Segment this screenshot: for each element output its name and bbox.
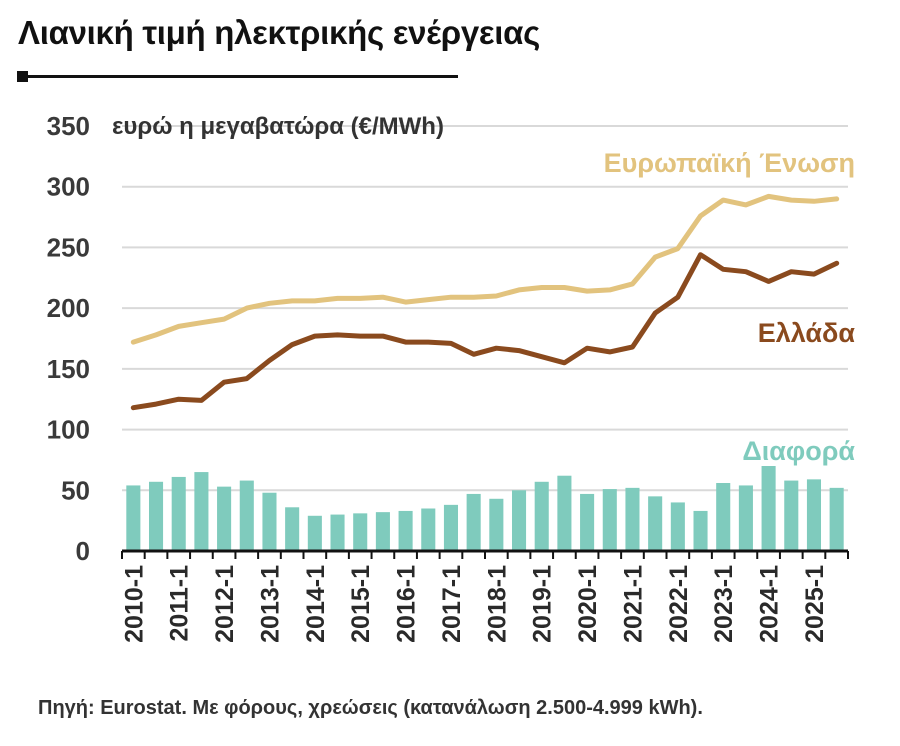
bar-difference <box>625 487 640 551</box>
bar-difference <box>307 515 322 551</box>
bar-difference <box>126 485 141 551</box>
bar-difference <box>580 493 595 551</box>
line-eu <box>130 193 840 345</box>
bar-difference <box>330 514 345 551</box>
bar-difference <box>784 480 799 551</box>
x-axis-ticks: 2010-1 2011-1 2012-1 2013-1 2014-1 2015-1 2016… <box>120 565 829 643</box>
bar-difference <box>262 492 277 551</box>
x-tick-label: 2023-1 <box>710 565 738 643</box>
y-tick-label: 300 <box>47 172 90 202</box>
y-tick-label: 0 <box>76 536 90 566</box>
gridlines <box>122 125 848 492</box>
y-tick-label: 200 <box>47 293 90 323</box>
x-tick-label: 2011-1 <box>166 565 194 642</box>
x-tick-label: 2018-1 <box>483 565 511 643</box>
y-tick-label: 250 <box>47 232 90 262</box>
series-label-eu: Ευρωπαϊκή Ένωση <box>604 148 855 178</box>
bar-difference <box>285 507 300 551</box>
bar-difference <box>557 475 572 551</box>
y-axis-label: ευρώ η μεγαβατώρα (€/MWh) <box>112 113 444 140</box>
x-tick-label: 2020-1 <box>574 565 602 643</box>
series-label-difference: Διαφορά <box>742 436 855 466</box>
bar-difference <box>421 508 436 551</box>
bar-difference <box>443 504 459 551</box>
x-tick-label: 2015-1 <box>347 565 375 643</box>
bar-difference <box>738 485 753 551</box>
x-tick-label: 2022-1 <box>665 565 693 643</box>
x-axis <box>121 549 849 559</box>
bar-difference <box>353 513 368 551</box>
bar-difference <box>171 476 186 551</box>
line-greece <box>130 252 840 411</box>
y-axis-ticks: 0 50 100 150 200 250 300 350 <box>47 111 90 566</box>
bar-difference <box>602 489 617 551</box>
page-title: Λιανική τιμή ηλεκτρικής ενέργειας <box>18 14 540 51</box>
x-tick-label: 2025-1 <box>801 565 829 643</box>
bar-difference <box>648 496 663 551</box>
x-tick-label: 2024-1 <box>756 565 784 643</box>
x-tick-label: 2016-1 <box>393 565 421 643</box>
x-tick-label: 2019-1 <box>529 565 557 643</box>
bar-difference <box>217 486 232 551</box>
bar-difference <box>148 481 164 551</box>
bar-difference <box>716 483 731 551</box>
series-lines <box>130 193 840 411</box>
x-tick-label: 2010-1 <box>120 565 148 643</box>
y-tick-label: 100 <box>47 415 90 445</box>
title-underline <box>18 75 458 78</box>
bar-difference <box>670 502 685 551</box>
bar-difference <box>194 472 209 551</box>
x-tick-label: 2014-1 <box>302 565 330 643</box>
bar-difference <box>511 490 527 551</box>
bar-difference <box>398 510 413 551</box>
x-tick-label: 2017-1 <box>438 565 466 643</box>
x-tick-label: 2021-1 <box>619 565 647 643</box>
bar-difference <box>466 493 481 551</box>
bar-difference <box>761 466 776 551</box>
series-label-greece: Ελλάδα <box>758 318 856 348</box>
y-tick-label: 150 <box>47 354 90 384</box>
bar-difference <box>829 487 844 551</box>
bar-difference <box>806 479 822 551</box>
bar-difference <box>489 498 504 551</box>
title-underline-marker <box>17 71 28 82</box>
x-tick-label: 2013-1 <box>256 565 284 643</box>
difference-bars <box>126 466 844 551</box>
x-tick-label: 2012-1 <box>211 565 239 643</box>
bar-difference <box>239 480 254 551</box>
bar-difference <box>693 510 708 551</box>
y-tick-label: 50 <box>61 475 90 505</box>
bar-difference <box>375 512 390 551</box>
y-tick-label: 350 <box>47 111 90 141</box>
source-note: Πηγή: Eurostat. Με φόρους, χρεώσεις (κατ… <box>38 697 703 719</box>
bar-difference <box>534 481 549 551</box>
